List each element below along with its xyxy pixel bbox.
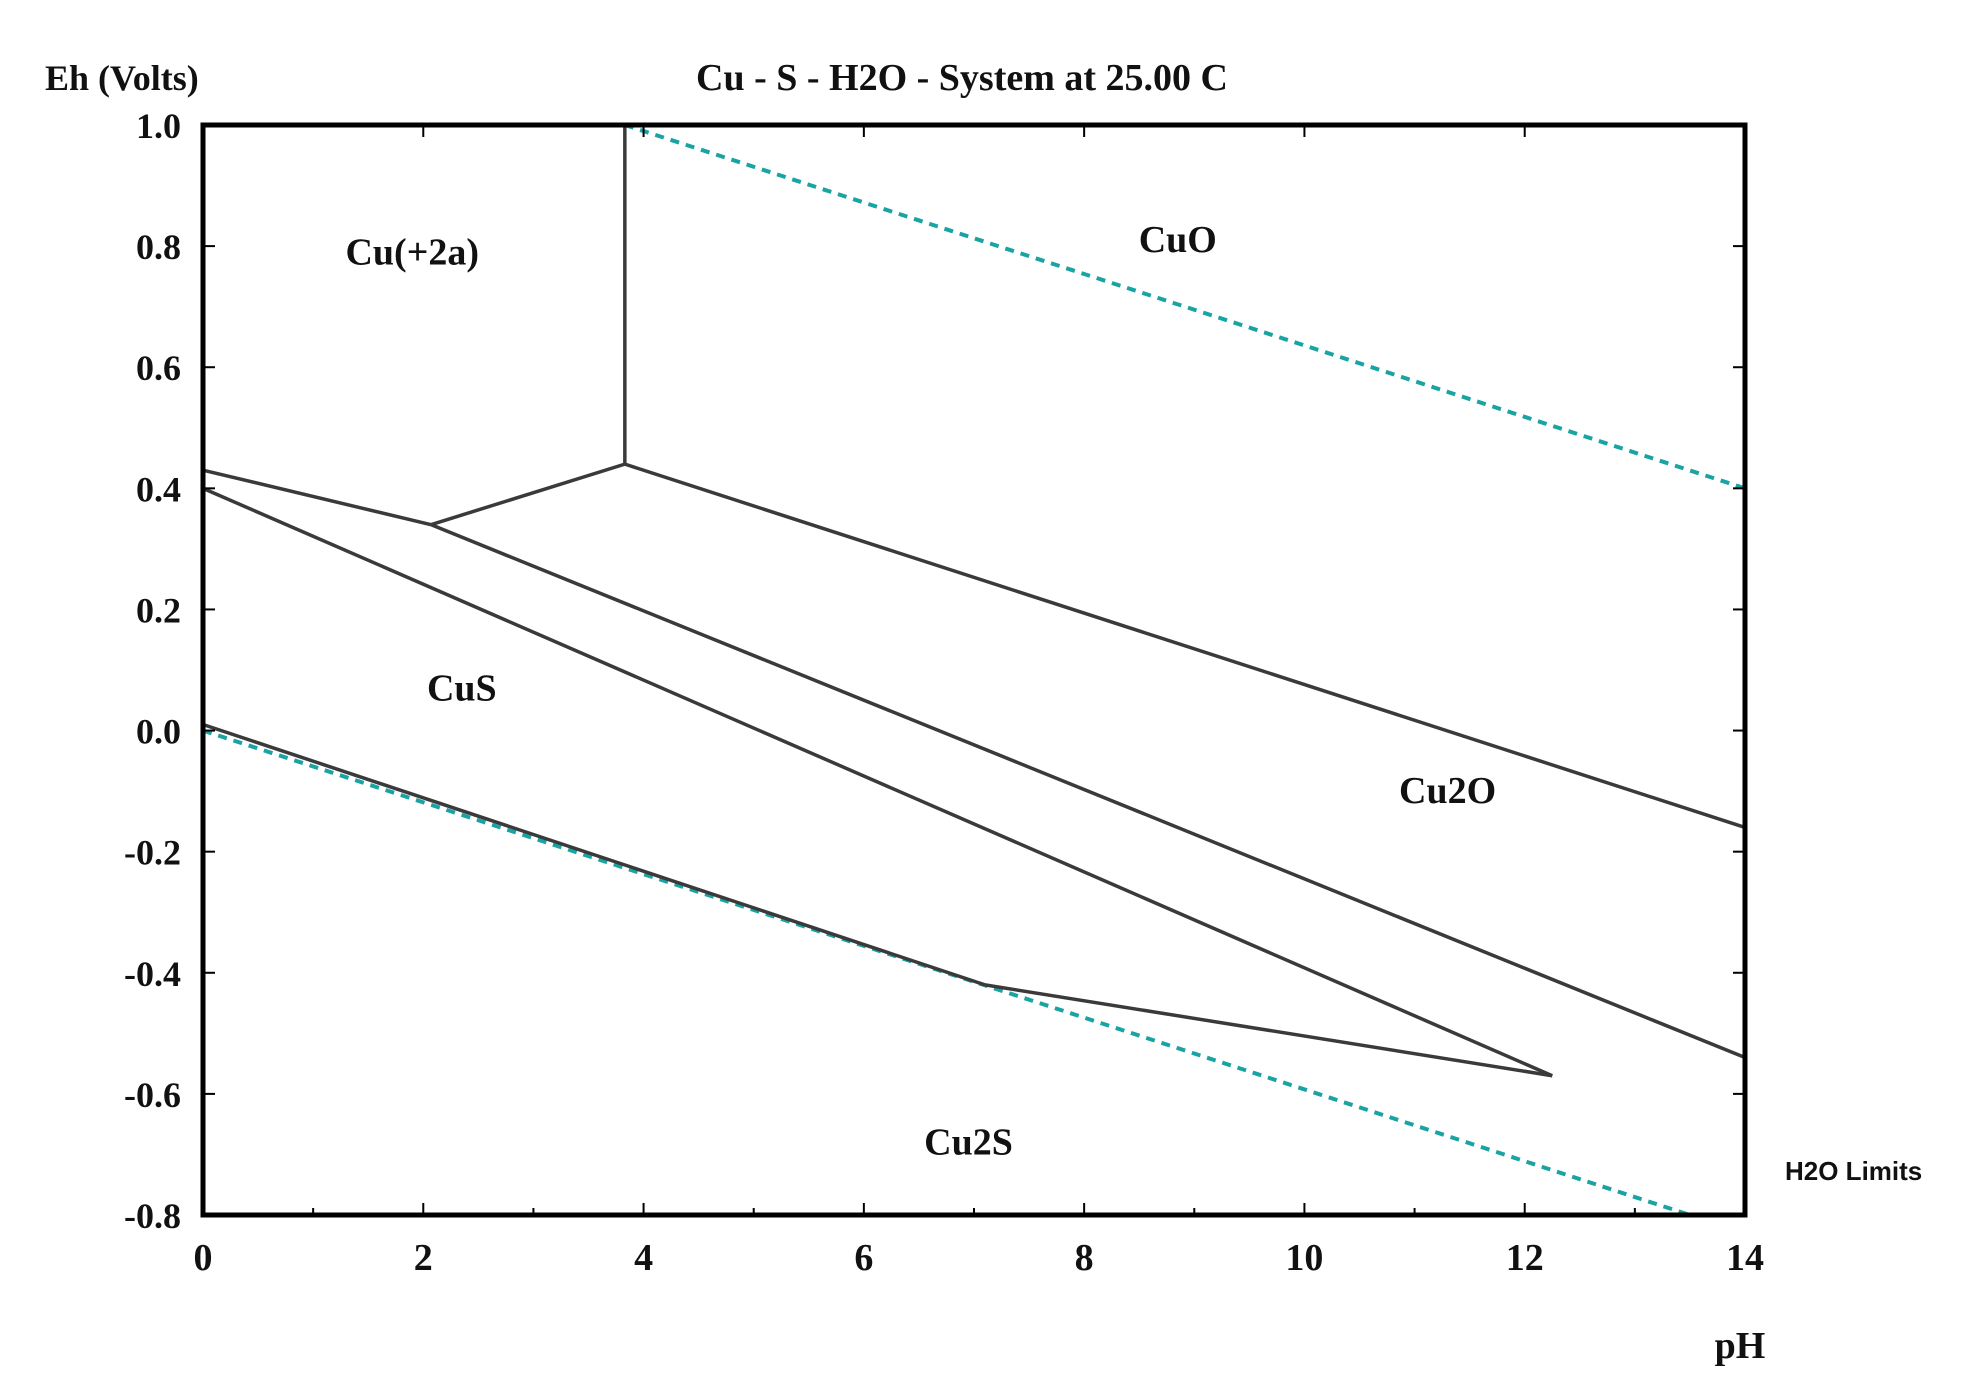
x-tick-label: 8 — [1075, 1237, 1094, 1279]
y-tick-label: 0.8 — [136, 227, 181, 267]
x-tick-label: 2 — [414, 1237, 433, 1279]
y-axis-label: Eh (Volts) — [45, 58, 199, 98]
phase-boundary-line — [624, 462, 1746, 830]
chart-title: Cu - S - H2O - System at 25.00 C — [696, 57, 1228, 99]
y-tick-label: 0.4 — [136, 469, 181, 509]
y-tick-label: 0.2 — [136, 590, 181, 630]
phase-boundary-line — [202, 468, 432, 527]
phase-boundary-line — [984, 983, 1553, 1078]
phase-boundary-line — [430, 523, 1746, 1060]
water-limit-lines — [202, 123, 1746, 1217]
region-label: Cu2O — [1399, 770, 1496, 812]
region-label: Cu(+2a) — [345, 231, 479, 273]
axis-ticks: 0 2 4 6 8 10 12 14 1.0 0.8 0.6 0.4 0.2 0.0 -0.2 -0.4 -0.… — [124, 106, 1764, 1279]
x-tick-label: 6 — [854, 1237, 873, 1279]
region-labels: Cu(+2a) CuO CuS Cu2O Cu2S — [345, 219, 1496, 1163]
x-tick-label: 14 — [1726, 1237, 1764, 1279]
plot-area-frame — [200, 122, 1748, 1218]
water-limit-line — [624, 123, 1746, 491]
x-tick-label: 10 — [1285, 1237, 1323, 1279]
x-tick-label: 12 — [1506, 1237, 1544, 1279]
y-tick-label: -0.8 — [124, 1196, 181, 1236]
x-axis-label: pH — [1715, 1325, 1766, 1367]
region-label: Cu2S — [924, 1121, 1013, 1163]
x-tick-label: 0 — [194, 1237, 213, 1279]
y-tick-label: -0.4 — [124, 954, 181, 994]
phase-boundary-line — [430, 462, 626, 527]
phase-boundaries — [202, 125, 1746, 1078]
region-label: CuS — [427, 667, 497, 709]
phase-boundary-line — [202, 486, 1553, 1078]
y-tick-label: -0.6 — [124, 1075, 181, 1115]
y-tick-label: 0.6 — [136, 348, 181, 388]
phase-boundary-line — [202, 722, 986, 987]
legend-h2o-limits: H2O Limits — [1785, 1156, 1922, 1186]
x-tick-label: 4 — [634, 1237, 653, 1279]
y-tick-label: -0.2 — [124, 833, 181, 873]
region-label: CuO — [1139, 219, 1217, 261]
y-tick-label: 0.0 — [136, 712, 181, 752]
y-tick-label: 1.0 — [136, 106, 181, 146]
water-limit-line — [202, 728, 1691, 1217]
